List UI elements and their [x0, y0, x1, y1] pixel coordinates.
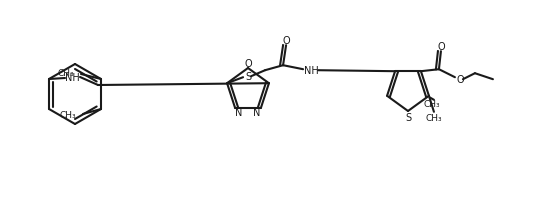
Text: CH₃: CH₃	[426, 114, 442, 123]
Text: S: S	[405, 113, 411, 122]
Text: S: S	[245, 72, 251, 82]
Text: N: N	[236, 107, 243, 117]
Text: O: O	[437, 42, 445, 52]
Text: CH₃: CH₃	[58, 69, 74, 78]
Text: NH: NH	[65, 73, 79, 83]
Text: O: O	[282, 36, 290, 46]
Text: CH₃: CH₃	[59, 111, 76, 120]
Text: CH₃: CH₃	[424, 100, 440, 108]
Text: O: O	[456, 75, 464, 85]
Text: O: O	[244, 59, 252, 69]
Text: N: N	[253, 107, 261, 117]
Text: NH: NH	[304, 66, 318, 76]
